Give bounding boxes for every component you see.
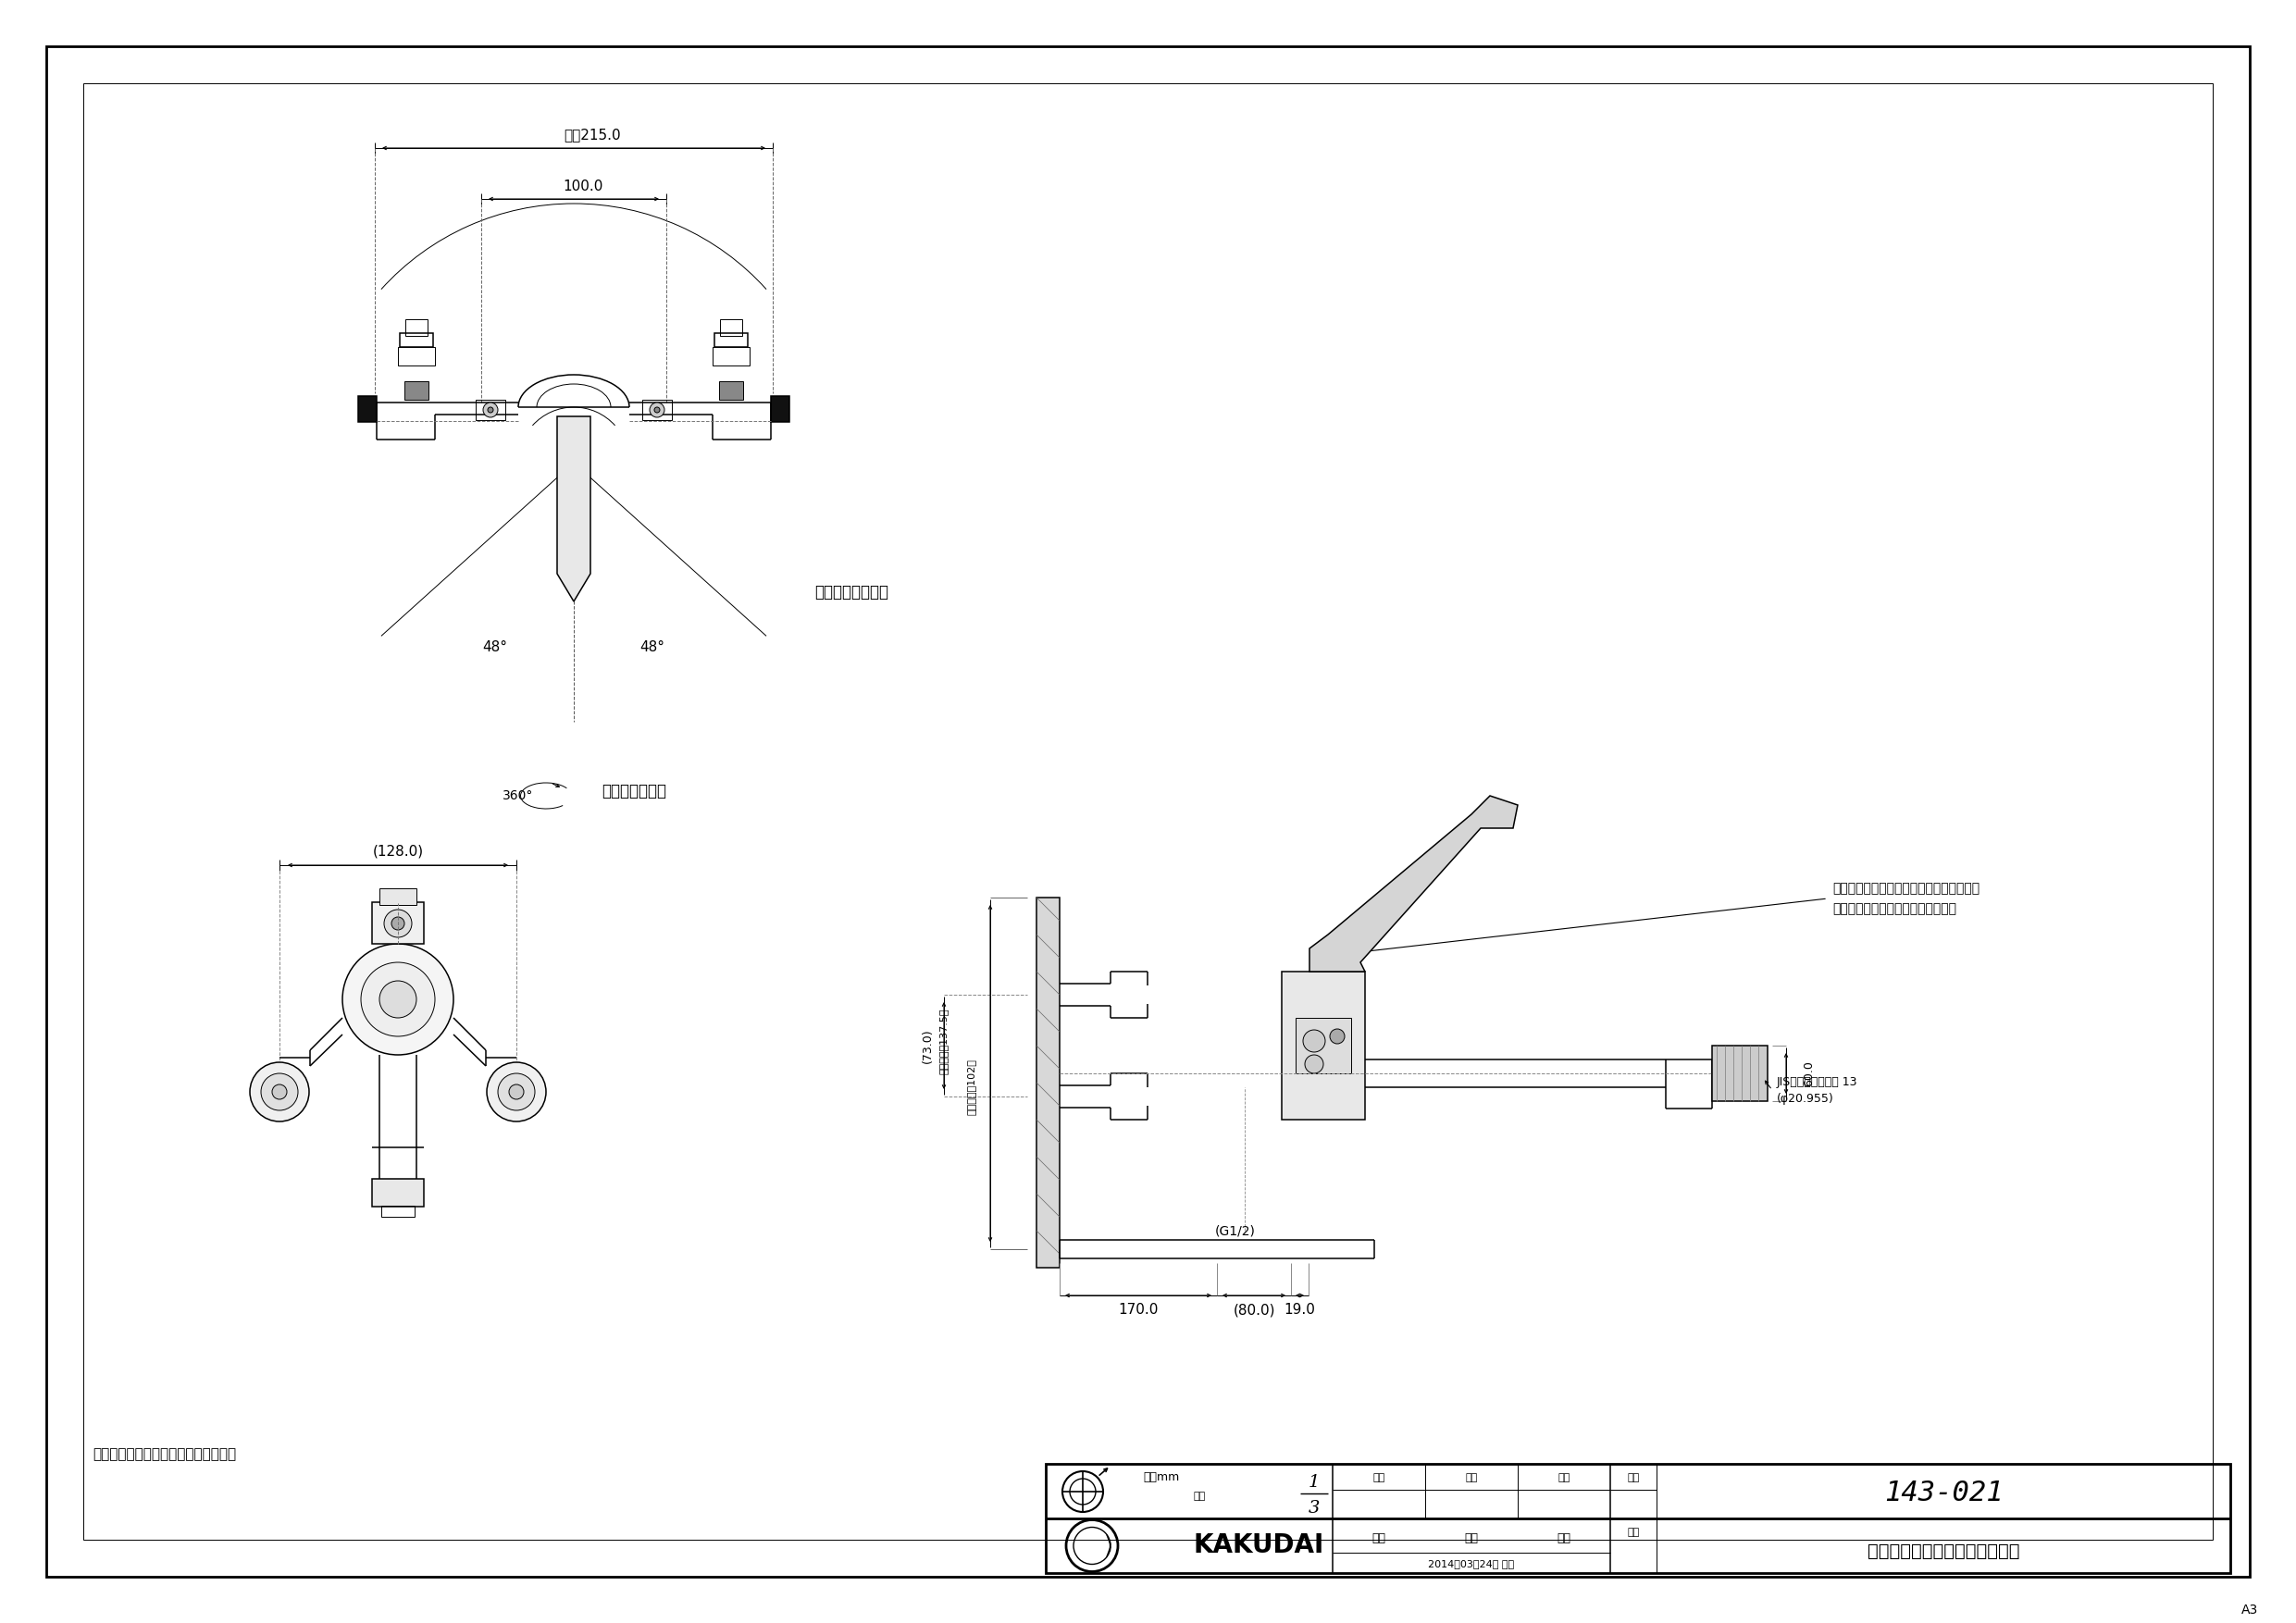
Text: KAKUDAI: KAKUDAI	[1194, 1532, 1325, 1558]
Text: 最大215.0: 最大215.0	[565, 128, 620, 143]
Text: 大西: 大西	[1557, 1532, 1570, 1545]
Text: （止水時　102）: （止水時 102）	[967, 1060, 976, 1115]
Circle shape	[262, 1073, 298, 1110]
Circle shape	[567, 438, 579, 450]
Circle shape	[250, 1063, 310, 1121]
Text: (φ20.955): (φ20.955)	[1777, 1094, 1835, 1105]
Text: 吐水口回転角度: 吐水口回転角度	[602, 782, 666, 800]
Text: 100.0: 100.0	[563, 179, 604, 193]
Circle shape	[1304, 1055, 1322, 1073]
Text: 170.0: 170.0	[1118, 1303, 1159, 1318]
Circle shape	[498, 1073, 535, 1110]
Text: (80.0): (80.0)	[1233, 1303, 1274, 1318]
Text: (G1/2): (G1/2)	[1215, 1224, 1256, 1237]
Text: (73.0): (73.0)	[921, 1029, 932, 1063]
Bar	[397, 347, 434, 365]
Circle shape	[487, 407, 494, 412]
Bar	[406, 320, 427, 336]
Text: 48°: 48°	[641, 641, 666, 654]
Bar	[404, 381, 429, 399]
Bar	[400, 333, 434, 347]
Bar	[372, 902, 425, 945]
Text: 登村: 登村	[1373, 1532, 1387, 1545]
Text: 製図: 製図	[1373, 1474, 1384, 1482]
Bar	[1281, 972, 1366, 1120]
Text: 2014年03月24日 作成: 2014年03月24日 作成	[1428, 1560, 1515, 1568]
Text: ハンドル回転角度: ハンドル回転角度	[815, 584, 889, 601]
Text: 143-021: 143-021	[1885, 1480, 2002, 1506]
Bar	[643, 399, 673, 420]
Circle shape	[383, 909, 411, 938]
Circle shape	[1329, 1029, 1345, 1044]
Circle shape	[390, 917, 404, 930]
Text: (128.0): (128.0)	[372, 844, 422, 859]
Text: 19.0: 19.0	[1283, 1303, 1316, 1318]
Text: 注：（　）内寸法は参考寸法である。: 注：（ ）内寸法は参考寸法である。	[92, 1448, 236, 1462]
Bar	[567, 425, 581, 500]
Bar	[1035, 898, 1061, 1268]
Bar	[1713, 1045, 1768, 1100]
Polygon shape	[558, 417, 590, 602]
Text: 品名: 品名	[1628, 1527, 1639, 1537]
Circle shape	[1304, 1031, 1325, 1052]
Text: （シャワセットは添付図書参照。）: （シャワセットは添付図書参照。）	[1832, 902, 1956, 915]
Bar	[358, 396, 377, 422]
Text: シングルレバーシャワー混合栓: シングルレバーシャワー混合栓	[1867, 1542, 2020, 1560]
Bar	[712, 347, 748, 365]
Circle shape	[569, 463, 579, 472]
Bar	[372, 1178, 425, 1206]
Text: この部分にシャワセットを取りつけます。: この部分にシャワセットを取りつけます。	[1832, 881, 1979, 894]
Bar	[714, 333, 748, 347]
Text: 3: 3	[1309, 1500, 1320, 1516]
Text: （全開時　137.5）: （全開時 137.5）	[939, 1008, 948, 1074]
Text: 360°: 360°	[503, 789, 533, 802]
Bar	[1045, 1464, 2229, 1573]
Bar	[83, 83, 2213, 1540]
Text: JIS給水栓取付ねじ 13: JIS給水栓取付ねじ 13	[1777, 1076, 1857, 1089]
Bar	[475, 399, 505, 420]
Text: 1: 1	[1309, 1474, 1320, 1490]
Circle shape	[379, 980, 416, 1018]
Circle shape	[487, 1063, 546, 1121]
Circle shape	[342, 945, 455, 1055]
Text: 尺度: 尺度	[1194, 1492, 1205, 1501]
Bar	[379, 888, 416, 906]
Circle shape	[273, 1084, 287, 1099]
Polygon shape	[1309, 795, 1518, 972]
Text: 品番: 品番	[1628, 1474, 1639, 1482]
Circle shape	[482, 403, 498, 417]
Circle shape	[360, 962, 434, 1037]
Text: 生嶋: 生嶋	[1465, 1532, 1479, 1545]
Text: 検図: 検図	[1465, 1474, 1479, 1482]
Circle shape	[650, 403, 664, 417]
Circle shape	[510, 1084, 523, 1099]
Text: 承認: 承認	[1559, 1474, 1570, 1482]
Circle shape	[654, 407, 659, 412]
Text: 60.0: 60.0	[1802, 1060, 1816, 1086]
Bar	[381, 1206, 416, 1217]
Text: 48°: 48°	[482, 641, 507, 654]
Bar	[771, 396, 790, 422]
Text: 単位mm: 単位mm	[1143, 1472, 1180, 1483]
Bar	[721, 320, 742, 336]
Text: A3: A3	[2241, 1604, 2257, 1617]
Bar	[1295, 1018, 1350, 1073]
Bar	[719, 381, 744, 399]
